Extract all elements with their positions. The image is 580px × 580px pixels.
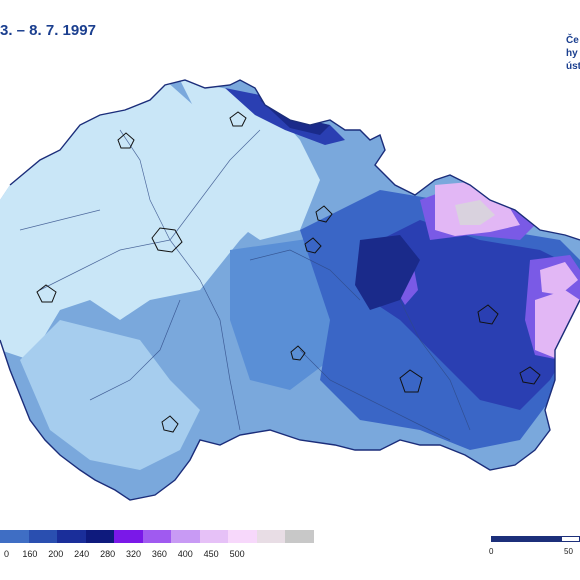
legend-swatch (171, 530, 200, 543)
legend-label: 200 (48, 549, 64, 559)
legend-swatch (28, 530, 57, 543)
scale-bar-light-segment (561, 536, 580, 542)
scale-bar-dark-segment (491, 536, 561, 542)
legend-label: 500 (229, 549, 245, 559)
rivers (19, 129, 471, 441)
grey-zone-1 (455, 200, 495, 225)
city-outlines (36, 111, 541, 433)
city-jihlava-outline (290, 345, 306, 361)
legend-swatch (256, 530, 285, 543)
legend-swatch (228, 530, 257, 543)
legend-swatch (285, 530, 314, 543)
south-west-zone (20, 320, 200, 470)
scale-bar-start-label: 0 (489, 547, 494, 556)
legend-swatch (142, 530, 171, 543)
city-pardubice-outline (304, 237, 322, 254)
legend-label: 0 (4, 549, 10, 559)
legend-label: 450 (203, 549, 219, 559)
legend-label: 360 (151, 549, 167, 559)
precipitation-legend (0, 530, 314, 544)
logo-line-1: Če (566, 35, 579, 46)
navy-band (355, 235, 420, 310)
city-prague-outline (151, 227, 183, 253)
city-usti-outline (117, 132, 135, 149)
light-violet-zone-3 (540, 262, 578, 295)
country-area (0, 80, 580, 500)
city-liberec-outline (229, 111, 247, 127)
scale-bar-end-label: 50 (564, 547, 573, 556)
city-hradec-outline (315, 205, 333, 223)
logo-line-2: hy (566, 48, 578, 59)
country-border (0, 79, 580, 501)
legend-swatch (199, 530, 228, 543)
legend-swatch (114, 530, 143, 543)
west-light-zone (0, 80, 280, 360)
logo-line-3: úst (566, 61, 580, 72)
city-brno-outline (399, 369, 423, 393)
map-title: 3. – 8. 7. 1997 (0, 22, 96, 39)
city-budejovice-outline (161, 415, 179, 433)
legend-label: 240 (74, 549, 90, 559)
legend-label: 320 (125, 549, 142, 559)
legend-swatch (85, 530, 114, 543)
central-light-zone (180, 80, 320, 240)
city-olomouc-outline (477, 304, 499, 325)
legend-swatch (57, 530, 86, 543)
legend-swatch (0, 530, 29, 543)
legend-label: 400 (177, 549, 193, 559)
legend-label: 280 (100, 549, 116, 559)
legend-label: 160 (22, 549, 38, 559)
city-plzen-outline (36, 284, 57, 303)
institute-logo: Če hy úst (566, 34, 580, 73)
light-violet-zone-2 (535, 290, 580, 360)
city-zlin-outline (519, 366, 541, 385)
scale-bar (491, 536, 580, 544)
